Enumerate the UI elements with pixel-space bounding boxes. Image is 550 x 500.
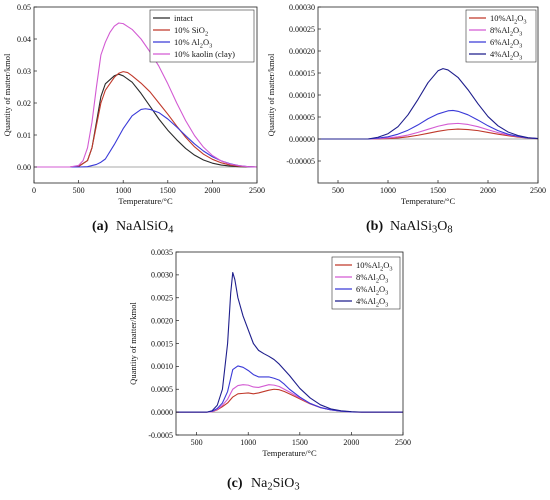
y-axis-label: Quantity of matter/kmol <box>128 302 138 385</box>
legend-label-3: 4%Al2O3 <box>356 296 388 309</box>
x-tick-label: 2500 <box>530 186 546 195</box>
x-tick-label: 1000 <box>115 186 131 195</box>
y-tick-label: 0.0005 <box>151 385 173 394</box>
y-tick-label: 0.02 <box>17 99 31 108</box>
x-tick-label: 2500 <box>249 186 265 195</box>
x-axis-label: Temperature/°C <box>401 196 456 206</box>
y-tick-label: 0.00015 <box>289 69 315 78</box>
y-tick-label: 0.03 <box>17 67 31 76</box>
series-line-2 <box>176 365 403 413</box>
series-line-3 <box>318 68 539 140</box>
x-tick-label: 1000 <box>380 186 396 195</box>
x-tick-label: 1500 <box>292 438 308 447</box>
y-tick-label: 0.00030 <box>289 3 315 12</box>
y-tick-label: 0.0015 <box>151 339 173 348</box>
x-tick-label: 0 <box>32 186 36 195</box>
legend-label-3: 4%Al2O3 <box>490 49 522 62</box>
series-line-0 <box>176 388 403 413</box>
y-tick-label: 0.00 <box>17 163 31 172</box>
y-tick-label: 0.00000 <box>289 135 315 144</box>
y-tick-label: 0.05 <box>17 3 31 12</box>
series-line-2 <box>34 108 258 168</box>
x-tick-label: 2000 <box>480 186 496 195</box>
y-tick-label: 0.00025 <box>289 25 315 34</box>
legend-box <box>331 256 401 310</box>
plot-frame <box>33 6 258 184</box>
x-axis-label: Temperature/°C <box>262 448 317 458</box>
panel-c: 500 1000 1500 2000 2500 -0.0005 0.0000 0.0005 0.… <box>128 248 411 493</box>
y-tick-label: 0.00020 <box>289 47 315 56</box>
y-tick-label: 0.0030 <box>151 271 173 280</box>
panel-caption: (a) <box>92 219 109 234</box>
y-tick-label: 0.0020 <box>151 316 173 325</box>
series-line-3 <box>34 22 258 168</box>
y-tick-label: 0.0000 <box>151 408 173 417</box>
panel-a: 0 500 1000 1500 2000 2500 0.00 0.01 0.02 0.03 0.04… <box>2 3 265 236</box>
x-tick-label: 2000 <box>204 186 220 195</box>
y-tick-label: -0.0005 <box>148 431 173 440</box>
y-tick-label: 0.0010 <box>151 362 173 371</box>
x-tick-label: 500 <box>332 186 344 195</box>
y-axis-label: Quantity of matter/kmol <box>2 53 12 136</box>
legend-box <box>149 9 255 63</box>
legend-label-1: 10% SiO2 <box>174 25 208 38</box>
y-tick-label: 0.0035 <box>151 248 173 257</box>
y-tick-label: 0.01 <box>17 131 31 140</box>
x-tick-label: 500 <box>191 438 203 447</box>
legend-label-1: 8%Al2O3 <box>490 25 522 38</box>
y-tick-label: 0.00005 <box>289 113 315 122</box>
series-line-1 <box>318 122 539 140</box>
legend-label-2: 10% Al2O3 <box>174 37 212 50</box>
y-tick-label: 0.04 <box>17 35 31 44</box>
legend-label-0: 10%Al2O3 <box>490 13 527 26</box>
legend-box <box>465 9 537 63</box>
panel-caption-formula: NaAlSi3O8 <box>390 219 453 236</box>
panel-caption-formula: NaAlSiO4 <box>116 219 174 236</box>
series-line-3 <box>176 272 403 413</box>
y-axis-label: Quantity of matter/kmol <box>266 53 276 136</box>
x-axis-label: Temperature/°C <box>118 196 173 206</box>
legend-label-2: 6%Al2O3 <box>356 284 388 297</box>
panel-caption: (c) <box>227 476 243 491</box>
panel-b: 500 1000 1500 2000 2500 -0.00005 0.00000 0.0000… <box>266 3 546 236</box>
panel-caption: (b) <box>366 219 383 234</box>
legend-label-1: 8%Al2O3 <box>356 272 388 285</box>
legend-label-2: 6%Al2O3 <box>490 37 522 50</box>
x-tick-label: 2500 <box>395 438 411 447</box>
y-tick-label: -0.00005 <box>286 157 315 166</box>
x-tick-label: 500 <box>73 186 85 195</box>
legend-label-0: intact <box>174 13 194 23</box>
series-line-0 <box>318 128 539 140</box>
x-tick-label: 1500 <box>160 186 176 195</box>
panel-caption-formula: Na2SiO3 <box>251 476 300 493</box>
series-line-1 <box>34 71 258 168</box>
y-tick-label: 0.00010 <box>289 91 315 100</box>
legend-label-3: 10% kaolin (clay) <box>174 49 235 59</box>
x-tick-label: 1000 <box>240 438 256 447</box>
x-tick-label: 1500 <box>430 186 446 195</box>
x-tick-label: 2000 <box>343 438 359 447</box>
legend-label-0: 10%Al2O3 <box>356 260 393 273</box>
series-line-2 <box>318 109 539 140</box>
y-tick-label: 0.0025 <box>151 294 173 303</box>
